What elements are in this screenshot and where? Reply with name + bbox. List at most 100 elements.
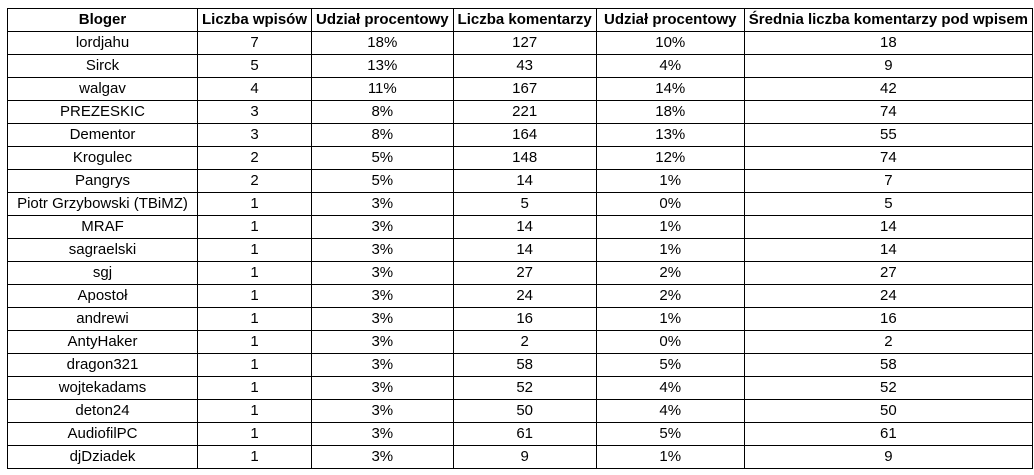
comment-count-cell: 24 (452, 284, 597, 308)
avg-comments-cell: 50 (743, 399, 1034, 423)
post-share-cell: 3% (311, 215, 454, 239)
post-count-cell: 3 (196, 123, 313, 147)
table-row: PREZESKIC 3 8% 221 18% 74 (7, 100, 1034, 124)
comment-count-cell: 27 (452, 261, 597, 285)
bloger-cell: dragon321 (7, 353, 198, 377)
comment-share-cell: 1% (595, 238, 745, 262)
bloger-cell: andrewi (7, 307, 198, 331)
avg-comments-cell: 5 (743, 192, 1034, 216)
bloger-cell: Dementor (7, 123, 198, 147)
comment-share-cell: 10% (595, 31, 745, 55)
bloger-cell: Krogulec (7, 146, 198, 170)
post-count-cell: 1 (196, 192, 313, 216)
table-row: walgav 4 11% 167 14% 42 (7, 77, 1034, 101)
post-share-cell: 3% (311, 192, 454, 216)
post-count-cell: 1 (196, 307, 313, 331)
table-row: MRAF 1 3% 14 1% 14 (7, 215, 1034, 239)
table-row: Piotr Grzybowski (TBiMZ) 1 3% 5 0% 5 (7, 192, 1034, 216)
avg-comments-cell: 16 (743, 307, 1034, 331)
comment-share-cell: 0% (595, 330, 745, 354)
avg-comments-cell: 42 (743, 77, 1034, 101)
comment-share-cell: 1% (595, 445, 745, 469)
comment-count-cell: 167 (452, 77, 597, 101)
avg-comments-cell: 61 (743, 422, 1034, 446)
header-avg-comments: Średnia liczba komentarzy pod wpisem (743, 8, 1034, 32)
table-header: Bloger Liczba wpisów Udział procentowy L… (7, 8, 1034, 32)
post-share-cell: 5% (311, 146, 454, 170)
post-count-cell: 1 (196, 284, 313, 308)
comment-share-cell: 18% (595, 100, 745, 124)
avg-comments-cell: 2 (743, 330, 1034, 354)
bloger-cell: wojtekadams (7, 376, 198, 400)
table-row: Apostoł 1 3% 24 2% 24 (7, 284, 1034, 308)
table-row: AntyHaker 1 3% 2 0% 2 (7, 330, 1034, 354)
header-comment-count: Liczba komentarzy (452, 8, 597, 32)
comment-share-cell: 1% (595, 307, 745, 331)
blogger-stats-table: Bloger Liczba wpisów Udział procentowy L… (7, 8, 1034, 469)
comment-count-cell: 9 (452, 445, 597, 469)
comment-share-cell: 1% (595, 169, 745, 193)
avg-comments-cell: 14 (743, 215, 1034, 239)
post-share-cell: 3% (311, 307, 454, 331)
comment-count-cell: 221 (452, 100, 597, 124)
table-row: Krogulec 2 5% 148 12% 74 (7, 146, 1034, 170)
comment-count-cell: 148 (452, 146, 597, 170)
post-count-cell: 2 (196, 169, 313, 193)
bloger-cell: djDziadek (7, 445, 198, 469)
table-row: lordjahu 7 18% 127 10% 18 (7, 31, 1034, 55)
post-share-cell: 3% (311, 284, 454, 308)
header-bloger: Bloger (7, 8, 198, 32)
avg-comments-cell: 14 (743, 238, 1034, 262)
comment-count-cell: 58 (452, 353, 597, 377)
table-row: andrewi 1 3% 16 1% 16 (7, 307, 1034, 331)
post-count-cell: 7 (196, 31, 313, 55)
blogger-stats-sheet: Bloger Liczba wpisów Udział procentowy L… (7, 8, 1034, 469)
table-row: wojtekadams 1 3% 52 4% 52 (7, 376, 1034, 400)
avg-comments-cell: 58 (743, 353, 1034, 377)
header-post-count: Liczba wpisów (196, 8, 313, 32)
post-count-cell: 1 (196, 376, 313, 400)
avg-comments-cell: 74 (743, 146, 1034, 170)
post-count-cell: 1 (196, 353, 313, 377)
comment-count-cell: 14 (452, 238, 597, 262)
comment-count-cell: 14 (452, 215, 597, 239)
comment-count-cell: 5 (452, 192, 597, 216)
post-share-cell: 13% (311, 54, 454, 78)
avg-comments-cell: 27 (743, 261, 1034, 285)
table-row: Pangrys 2 5% 14 1% 7 (7, 169, 1034, 193)
post-count-cell: 4 (196, 77, 313, 101)
post-share-cell: 5% (311, 169, 454, 193)
comment-count-cell: 61 (452, 422, 597, 446)
comment-share-cell: 2% (595, 284, 745, 308)
post-count-cell: 1 (196, 261, 313, 285)
comment-count-cell: 52 (452, 376, 597, 400)
post-share-cell: 11% (311, 77, 454, 101)
post-share-cell: 3% (311, 238, 454, 262)
table-body: lordjahu 7 18% 127 10% 18 Sirck 5 13% 43 4% 9 walgav… (7, 31, 1034, 469)
table-row: sagraelski 1 3% 14 1% 14 (7, 238, 1034, 262)
comment-share-cell: 2% (595, 261, 745, 285)
bloger-cell: Pangrys (7, 169, 198, 193)
bloger-cell: MRAF (7, 215, 198, 239)
post-share-cell: 18% (311, 31, 454, 55)
post-share-cell: 3% (311, 422, 454, 446)
post-share-cell: 8% (311, 100, 454, 124)
avg-comments-cell: 74 (743, 100, 1034, 124)
bloger-cell: AudiofilPC (7, 422, 198, 446)
comment-count-cell: 127 (452, 31, 597, 55)
post-count-cell: 2 (196, 146, 313, 170)
comment-count-cell: 50 (452, 399, 597, 423)
comment-count-cell: 14 (452, 169, 597, 193)
comment-share-cell: 4% (595, 376, 745, 400)
comment-share-cell: 14% (595, 77, 745, 101)
comment-count-cell: 164 (452, 123, 597, 147)
table-row: Sirck 5 13% 43 4% 9 (7, 54, 1034, 78)
table-row: Dementor 3 8% 164 13% 55 (7, 123, 1034, 147)
bloger-cell: sagraelski (7, 238, 198, 262)
avg-comments-cell: 9 (743, 445, 1034, 469)
post-share-cell: 3% (311, 261, 454, 285)
avg-comments-cell: 24 (743, 284, 1034, 308)
post-count-cell: 3 (196, 100, 313, 124)
comment-count-cell: 2 (452, 330, 597, 354)
header-comment-share: Udział procentowy (595, 8, 745, 32)
